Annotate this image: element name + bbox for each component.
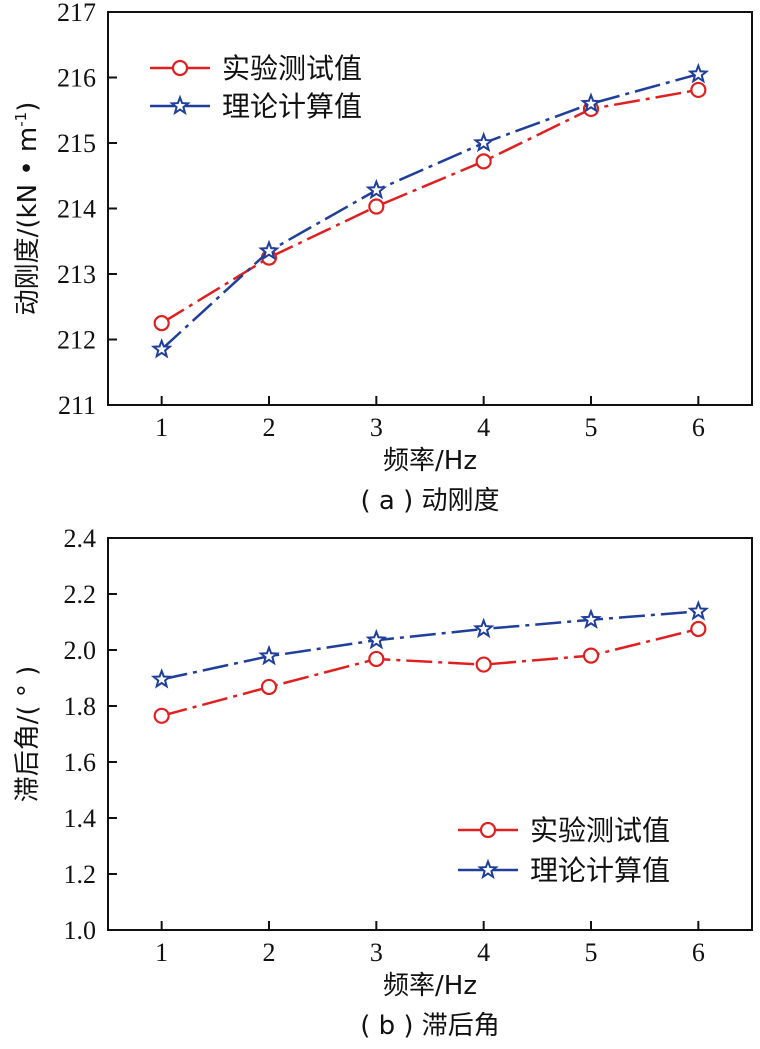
y-axis-label-close: ) [13, 102, 43, 112]
data-point-experimental [582, 647, 600, 664]
y-tick-label: 214 [57, 195, 96, 224]
x-tick-label: 2 [263, 938, 276, 967]
series-line-experimental [161, 88, 699, 325]
data-point-theoretical [687, 600, 710, 621]
y-tick-label: 216 [57, 64, 96, 93]
x-tick-label: 4 [477, 413, 490, 442]
data-point-theoretical [258, 644, 280, 666]
x-axis-label: 频率/Hz [383, 446, 477, 476]
y-tick-label: 211 [58, 391, 96, 420]
y-tick-label: 1.4 [64, 804, 97, 833]
chart-a: 211 212 213 214 215 216 217 1 2 3 4 5 6 频率/Hz 动刚度/(kN … [12, 0, 753, 516]
series-line-experimental [161, 627, 699, 718]
x-tick-label: 1 [155, 938, 168, 967]
legend-label: 理论计算值 [530, 854, 670, 887]
y-tick-label: 1.8 [64, 692, 97, 721]
plot-frame [107, 11, 753, 406]
x-tick-label: 5 [585, 938, 598, 967]
data-point-experimental [475, 153, 492, 170]
data-point-theoretical [258, 239, 280, 261]
data-point-theoretical [150, 668, 173, 689]
x-tick-label: 2 [263, 413, 276, 442]
chart-b: 1.0 1.2 1.4 1.6 1.8 2.0 2.2 2.4 1 2 3 4 5 6 频率/Hz 滞后角/(… [13, 524, 753, 1041]
legend-label: 理论计算值 [222, 90, 362, 123]
legend-marker-star [477, 858, 499, 880]
x-tick-label: 3 [370, 413, 383, 442]
legend-marker-star [169, 94, 191, 116]
y-tick-label: 212 [57, 326, 96, 355]
y-tick-label: 217 [57, 0, 96, 27]
x-tick-label: 3 [370, 938, 383, 967]
x-axis-label: 频率/Hz [383, 971, 477, 1001]
data-point-experimental [475, 656, 492, 673]
y-tick-label: 1.0 [64, 916, 97, 945]
x-tick-label: 4 [477, 938, 490, 967]
data-point-theoretical [580, 608, 602, 629]
data-point-experimental [260, 678, 278, 696]
x-tick-label: 1 [155, 413, 168, 442]
chart-caption: ( a ) 动刚度 [360, 486, 499, 516]
y-axis-label-sup: -1 [12, 112, 30, 127]
y-tick-label: 213 [57, 260, 96, 289]
data-point-experimental [153, 707, 170, 724]
y-tick-label: 1.2 [64, 860, 97, 889]
data-point-experimental [153, 315, 170, 332]
data-point-theoretical [580, 92, 602, 113]
data-point-theoretical [150, 338, 173, 359]
data-point-theoretical [365, 178, 388, 200]
data-point-experimental [368, 198, 385, 215]
series-line-theoretical [161, 610, 699, 681]
legend-label: 实验测试值 [530, 814, 670, 847]
data-point-theoretical [365, 628, 388, 650]
data-point-experimental [690, 620, 707, 638]
y-tick-label: 1.6 [64, 748, 97, 777]
y-axis-label: 动刚度/(kN • m-1) [12, 102, 43, 316]
y-tick-label: 2.2 [64, 580, 97, 609]
y-tick-label: 215 [57, 129, 96, 158]
data-point-experimental [690, 81, 707, 99]
legend-marker-circle [171, 59, 189, 77]
data-point-experimental [368, 650, 385, 668]
data-point-theoretical [687, 62, 710, 84]
y-axis-label: 滞后角/( ° ) [13, 666, 43, 803]
y-tick-label: 2.4 [64, 524, 97, 553]
legend-marker-circle [479, 821, 497, 839]
legend-label: 实验测试值 [222, 52, 362, 85]
data-point-theoretical [472, 131, 495, 153]
series-line-theoretical [160, 72, 699, 351]
y-axis-label-main: 动刚度/(kN • m [13, 127, 43, 316]
y-tick-label: 2.0 [64, 636, 97, 665]
chart-caption: ( b ) 滞后角 [360, 1011, 500, 1041]
x-tick-label: 6 [692, 413, 705, 442]
x-tick-label: 5 [585, 413, 598, 442]
x-tick-label: 6 [692, 938, 705, 967]
plot-frame [107, 537, 753, 931]
data-point-theoretical [472, 617, 495, 639]
